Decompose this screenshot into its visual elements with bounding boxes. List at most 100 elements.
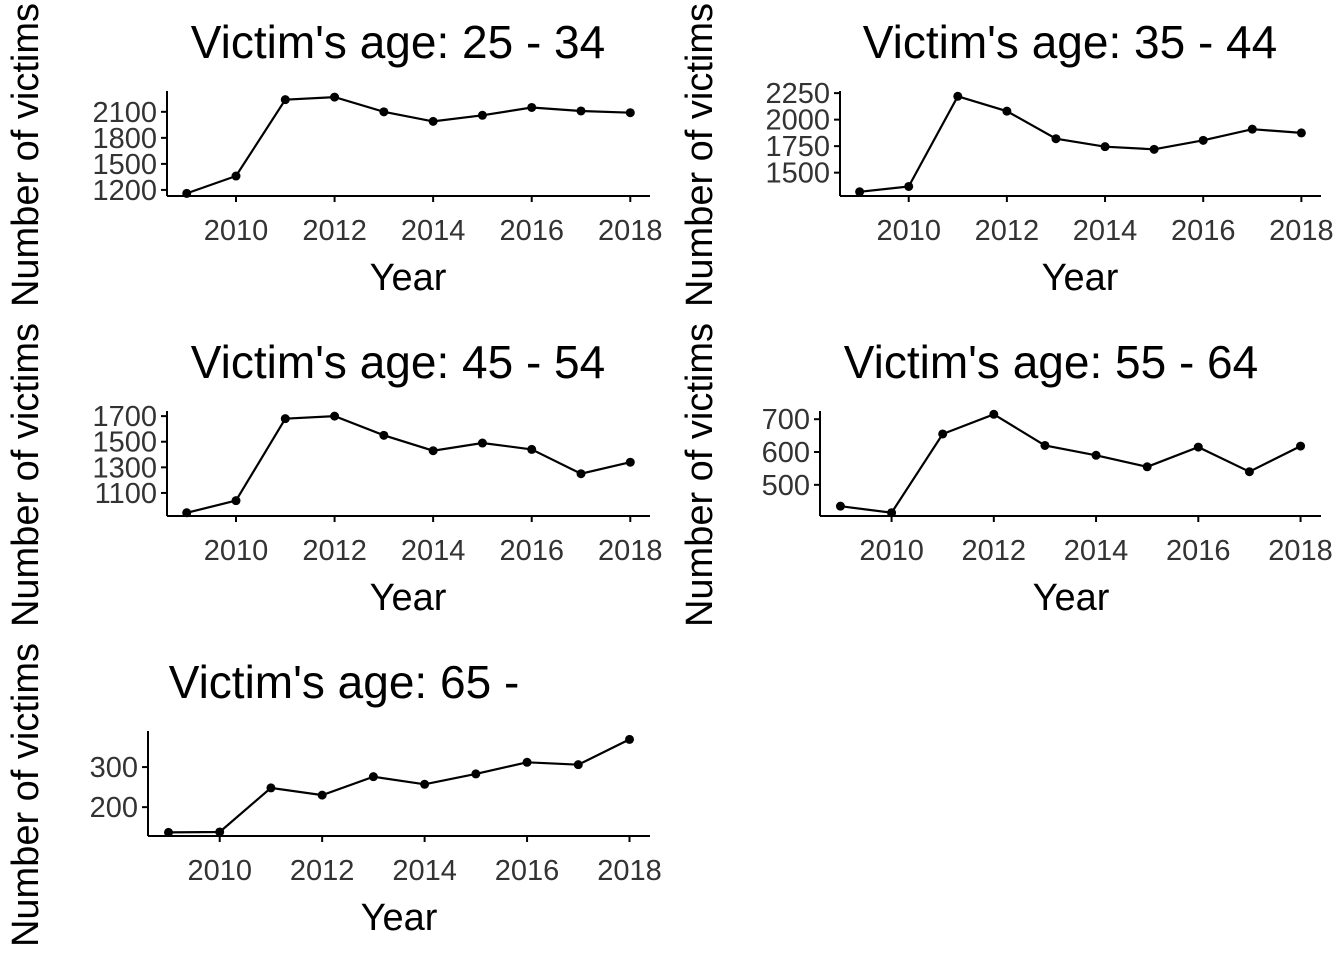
series-line	[168, 738, 630, 834]
y-tick-label: 1300	[92, 452, 157, 484]
data-point	[625, 734, 635, 744]
data-point	[1296, 128, 1306, 138]
x-tick-label: 2018	[598, 535, 663, 567]
y-tick-label: 300	[90, 752, 138, 784]
data-point	[231, 171, 241, 181]
data-point	[368, 772, 378, 782]
panel-title: Victim's age: 25 - 34	[191, 16, 605, 68]
series-line	[186, 95, 631, 195]
y-tick-label: 1100	[95, 478, 157, 510]
data-point	[989, 409, 999, 419]
x-tick-label: 2010	[859, 535, 924, 567]
data-point	[379, 107, 389, 117]
x-tick-label: 2010	[876, 215, 941, 247]
x-tick-label: 2018	[1268, 535, 1333, 567]
data-point	[182, 188, 192, 198]
data-point	[855, 187, 865, 197]
data-point	[1051, 134, 1061, 144]
data-point	[576, 106, 586, 116]
data-point	[1002, 106, 1012, 116]
data-point	[576, 469, 586, 479]
series-line	[186, 414, 631, 514]
y-tick-label: 2100	[92, 97, 157, 129]
y-tick-label: 1750	[765, 131, 830, 163]
y-tick-label: 500	[762, 470, 810, 502]
chart-panel: Victim's age: 25 - 34 2010 2012 2014 2016 201…	[5, 3, 663, 307]
data-point	[280, 95, 290, 105]
x-tick-label: 2012	[962, 535, 1027, 567]
data-point	[330, 411, 340, 421]
data-point	[163, 827, 173, 837]
data-point	[953, 91, 963, 101]
y-axis-label: Number of victims	[5, 323, 47, 627]
data-point	[522, 757, 532, 767]
chart-panel: Victim's age: 65 - 2010 2012 2014 2016 2018 20…	[5, 643, 662, 947]
data-point	[1142, 462, 1152, 472]
data-point	[1247, 124, 1257, 134]
y-tick-label: 1500	[765, 158, 830, 190]
x-tick-label: 2016	[1171, 215, 1236, 247]
y-tick-label: 700	[762, 404, 810, 436]
x-tick-label: 2010	[204, 215, 269, 247]
x-tick-label: 2012	[290, 855, 355, 887]
data-point	[904, 181, 914, 191]
y-axis-label: Number of victims	[679, 3, 721, 307]
chart-panel: Victim's age: 35 - 44 2010 2012 2014 2016 201…	[679, 3, 1334, 307]
x-axis-label: Year	[361, 897, 438, 939]
x-tick-label: 2014	[401, 215, 466, 247]
data-point	[1100, 142, 1110, 152]
data-point	[1244, 467, 1254, 477]
series-line	[840, 413, 1302, 514]
y-tick-label: 1500	[92, 427, 157, 459]
y-tick-label: 600	[762, 437, 810, 469]
data-point	[330, 92, 340, 102]
y-tick-label: 2250	[765, 78, 830, 110]
y-tick-label: 2000	[765, 105, 830, 137]
x-tick-label: 2010	[204, 535, 269, 567]
data-point	[1040, 440, 1050, 450]
data-point	[625, 457, 635, 467]
x-tick-label: 2018	[597, 855, 662, 887]
data-point	[428, 446, 438, 456]
y-tick-label: 1800	[92, 123, 157, 155]
x-axis-label: Year	[370, 577, 447, 619]
x-tick-label: 2012	[302, 215, 367, 247]
data-point	[420, 779, 430, 789]
x-tick-label: 2012	[302, 535, 367, 567]
x-axis-label: Year	[1033, 577, 1110, 619]
y-tick-label: 1500	[92, 149, 157, 181]
x-tick-label: 2014	[401, 535, 466, 567]
data-point	[317, 790, 327, 800]
x-axis-label: Year	[1042, 257, 1119, 299]
data-point	[887, 508, 897, 518]
data-point	[266, 783, 276, 793]
data-point	[379, 430, 389, 440]
y-axis-label: Number of victims	[679, 323, 721, 627]
data-point	[1193, 442, 1203, 452]
data-point	[835, 501, 845, 511]
data-point	[428, 116, 438, 126]
data-point	[231, 496, 241, 506]
data-point	[938, 429, 948, 439]
panel-title: Victim's age: 45 - 54	[191, 336, 605, 388]
x-tick-label: 2014	[392, 855, 457, 887]
x-tick-label: 2014	[1064, 535, 1129, 567]
data-point	[477, 110, 487, 120]
panel-title: Victim's age: 65 -	[169, 656, 520, 708]
x-tick-label: 2012	[975, 215, 1040, 247]
x-tick-label: 2016	[499, 535, 564, 567]
panel-title: Victim's age: 55 - 64	[844, 336, 1258, 388]
chart-panel: Victim's age: 45 - 54 2010 2012 2014 2016 201…	[5, 323, 663, 627]
chart-panel: Victim's age: 55 - 64 2010 2012 2014 2016 201…	[679, 323, 1333, 627]
data-point	[1149, 144, 1159, 154]
data-point	[573, 760, 583, 770]
y-tick-label: 200	[90, 792, 138, 824]
data-point	[280, 414, 290, 424]
x-tick-label: 2018	[1269, 215, 1334, 247]
x-tick-label: 2016	[1166, 535, 1231, 567]
data-point	[625, 108, 635, 118]
x-tick-label: 2016	[499, 215, 564, 247]
data-point	[527, 444, 537, 454]
data-point	[1091, 450, 1101, 460]
x-axis-label: Year	[370, 257, 447, 299]
